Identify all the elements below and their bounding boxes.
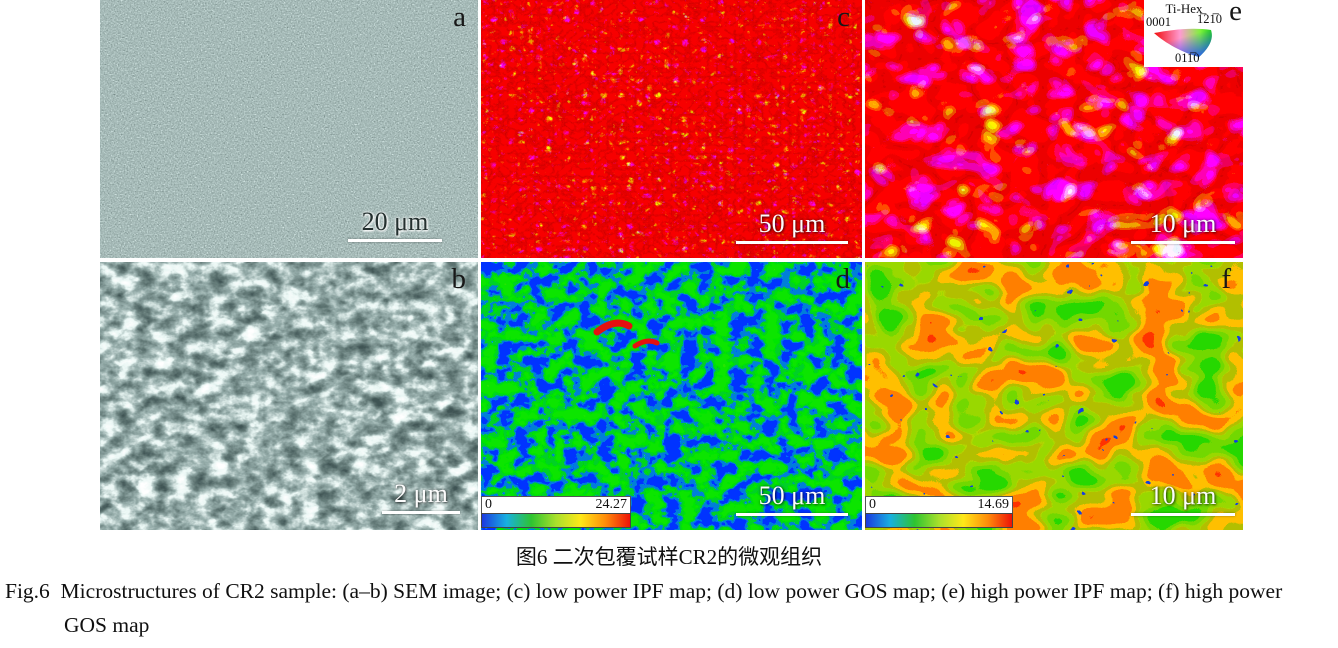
figure-caption-chinese: 图6 二次包覆试样CR2的微观组织 bbox=[515, 545, 823, 569]
panel-label-d: d bbox=[835, 263, 851, 295]
colorbar-labels-f: 0 14.69 bbox=[865, 496, 1013, 513]
high-gos-red-grain-2 bbox=[632, 338, 660, 349]
panel-e-ipf-map-high: Ti-Hex 0001 1̅21̅0 011̅0 e 10 μm bbox=[865, 0, 1243, 258]
gos-map-texture-d bbox=[481, 262, 862, 530]
scale-line-d bbox=[736, 513, 848, 516]
scale-line-e bbox=[1131, 241, 1235, 244]
scale-text-f: 10 μm bbox=[1149, 481, 1217, 510]
colorbar-gradient-d bbox=[481, 513, 631, 528]
colorbar-min-f: 0 bbox=[869, 497, 876, 512]
ipf-map-texture-c bbox=[481, 0, 862, 258]
colorbar-max-f: 14.69 bbox=[977, 497, 1010, 512]
legend-pole-1210: 1̅21̅0 bbox=[1197, 12, 1222, 26]
scale-bar-f: 10 μm bbox=[1131, 483, 1235, 516]
sem-texture-a bbox=[100, 0, 478, 258]
scale-text-c: 50 μm bbox=[758, 209, 826, 238]
legend-pole-0110: 011̅0 bbox=[1175, 51, 1200, 65]
colorbar-min-d: 0 bbox=[485, 497, 492, 512]
scale-bar-d: 50 μm bbox=[736, 483, 848, 516]
scale-bar-b: 2 μm bbox=[382, 481, 460, 514]
ipf-color-wedge bbox=[1154, 28, 1212, 57]
scale-line-c bbox=[736, 241, 848, 244]
panel-d-gos-map-low: d 50 μm 0 24.27 bbox=[481, 262, 862, 530]
scale-line-a bbox=[348, 239, 442, 242]
ipf-color-key: Ti-Hex 0001 1̅21̅0 011̅0 e bbox=[1144, 0, 1243, 67]
figure-caption-english-line1: Fig.6 Microstructures of CR2 sample: (a–… bbox=[5, 579, 1283, 603]
scale-text-e: 10 μm bbox=[1149, 209, 1217, 238]
figure-caption-english-line2: GOS map bbox=[64, 613, 150, 637]
panel-label-b: b bbox=[451, 263, 467, 295]
sem-texture-b bbox=[100, 262, 478, 530]
panel-label-e: e bbox=[1229, 0, 1242, 27]
colorbar-labels-d: 0 24.27 bbox=[481, 496, 631, 513]
scale-text-d: 50 μm bbox=[758, 481, 826, 510]
scale-text-a: 20 μm bbox=[361, 207, 429, 236]
panel-label-a: a bbox=[453, 1, 466, 33]
scale-bar-e: 10 μm bbox=[1131, 211, 1235, 244]
scale-line-f bbox=[1131, 513, 1235, 516]
scale-bar-a: 20 μm bbox=[348, 209, 442, 242]
colorbar-max-d: 24.27 bbox=[595, 497, 628, 512]
scale-bar-c: 50 μm bbox=[736, 211, 848, 244]
panel-label-f: f bbox=[1221, 263, 1231, 295]
legend-pole-0001: 0001 bbox=[1146, 15, 1171, 29]
scale-text-b: 2 μm bbox=[394, 479, 448, 508]
panel-a-sem-image: a 20 μm bbox=[100, 0, 478, 258]
gos-colorbar-f: 0 14.69 bbox=[865, 496, 1013, 528]
legend-title: Ti-Hex bbox=[1165, 1, 1203, 16]
gos-colorbar-d: 0 24.27 bbox=[481, 496, 631, 528]
colorbar-gradient-f bbox=[865, 513, 1013, 528]
high-gos-red-grain bbox=[593, 319, 633, 336]
scale-line-b bbox=[382, 511, 460, 514]
gos-map-texture-f bbox=[865, 262, 1243, 530]
panel-f-gos-map-high: f 10 μm 0 14.69 bbox=[865, 262, 1243, 530]
panel-c-ipf-map-low: c 50 μm bbox=[481, 0, 862, 258]
panel-b-sem-image: b 2 μm bbox=[100, 262, 478, 530]
panel-label-c: c bbox=[837, 1, 850, 33]
